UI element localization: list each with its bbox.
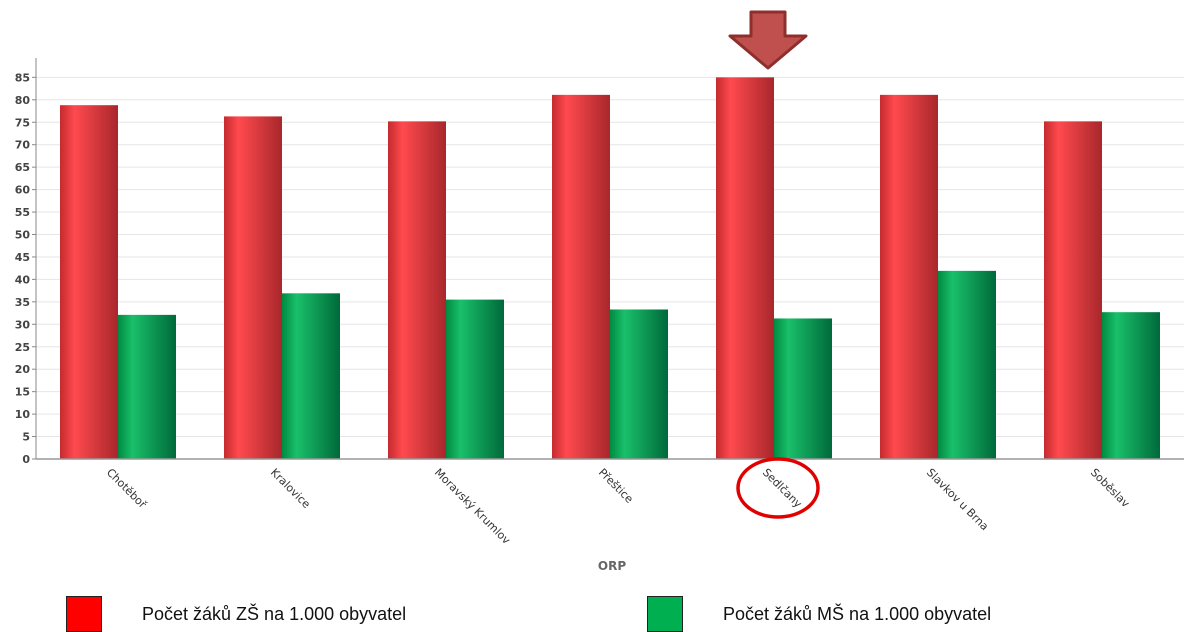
- bar-ms: [774, 318, 832, 459]
- x-tick-label: Moravský Krumlov: [432, 466, 513, 547]
- bar-zs: [224, 116, 282, 460]
- bar-ms: [610, 309, 668, 459]
- y-tick-label: 5: [22, 431, 30, 444]
- bar-zs: [388, 121, 446, 460]
- bar-ms: [446, 299, 504, 459]
- bar-zs: [716, 77, 774, 459]
- y-tick-label: 75: [15, 116, 30, 129]
- x-tick-label: Soběslav: [1088, 466, 1133, 511]
- y-tick-label: 40: [15, 273, 31, 286]
- x-tick-label: Přeštice: [596, 466, 636, 506]
- y-tick-label: 65: [15, 161, 30, 174]
- legend-label-zs: Počet žáků ZŠ na 1.000 obyvatel: [142, 603, 407, 624]
- bar-ms: [938, 270, 996, 459]
- legend-swatch-ms: [647, 596, 683, 632]
- bar-ms: [1102, 312, 1160, 459]
- y-tick-label: 10: [15, 408, 31, 421]
- bar-ms: [118, 314, 176, 459]
- x-axis: Chotěboř Kralovice Moravský Krumlov Přeštic…: [36, 458, 1184, 547]
- y-tick-label: 85: [15, 71, 30, 84]
- highlight-arrow: [728, 10, 808, 70]
- y-tick-label: 20: [15, 363, 31, 376]
- y-axis: 0 5 10 15 20 25 30 35 40 45 50 55 60 65 70 75 80 85: [15, 58, 37, 466]
- bar-ms: [282, 293, 340, 459]
- bar-zs: [880, 94, 938, 460]
- highlight-circle: [736, 457, 820, 519]
- legend-item-zs: Počet žáků ZŠ na 1.000 obyvatel: [66, 596, 406, 632]
- y-tick-label: 15: [15, 386, 30, 399]
- legend-item-ms: Počet žáků MŠ na 1.000 obyvatel: [647, 596, 991, 632]
- y-tick-label: 55: [15, 206, 30, 219]
- bar-zs: [552, 94, 610, 460]
- y-tick-label: 60: [15, 184, 31, 197]
- x-tick-label: Slavkov u Brna: [924, 466, 991, 533]
- y-tick-label: 45: [15, 251, 30, 264]
- highlight-annotation: [728, 10, 820, 519]
- x-tick-label: Kralovice: [268, 466, 313, 511]
- y-tick-label: 35: [15, 296, 30, 309]
- legend-label-ms: Počet žáků MŠ na 1.000 obyvatel: [723, 603, 992, 624]
- legend-swatch-zs: [66, 596, 102, 632]
- y-tick-label: 80: [15, 94, 31, 107]
- bars: [60, 77, 1160, 460]
- x-axis-label: ORP: [598, 559, 626, 573]
- y-tick-label: 25: [15, 341, 30, 354]
- y-tick-label: 70: [15, 139, 31, 152]
- y-tick-label: 50: [15, 229, 31, 242]
- bar-zs: [60, 105, 118, 460]
- x-tick-label: Sedlčany: [760, 466, 805, 511]
- bar-zs: [1044, 121, 1102, 460]
- x-tick-label: Chotěboř: [104, 466, 149, 511]
- y-tick-label: 0: [22, 453, 30, 466]
- y-tick-label: 30: [15, 318, 31, 331]
